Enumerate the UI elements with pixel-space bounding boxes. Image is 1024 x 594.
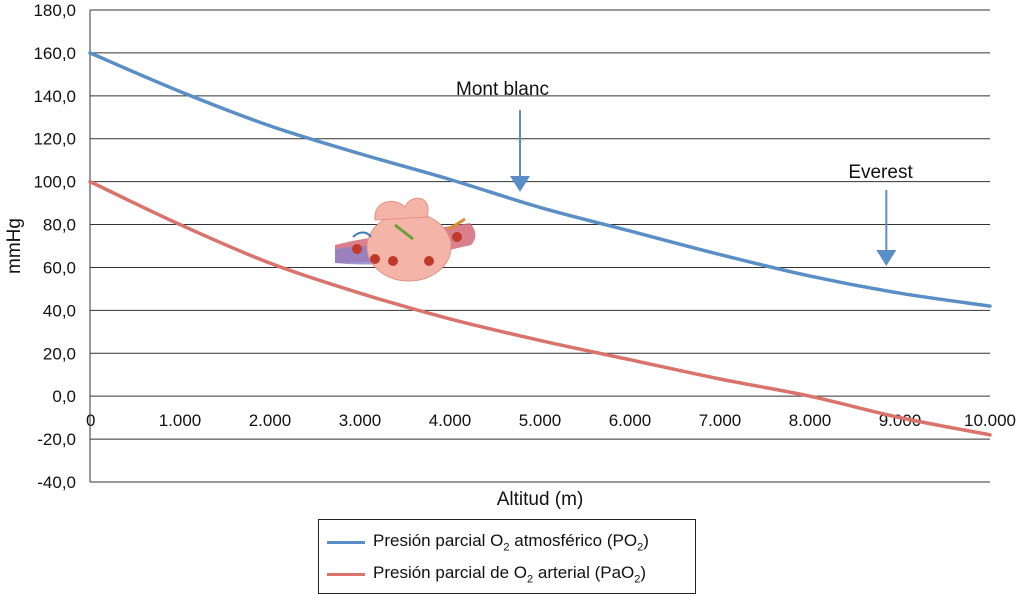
annotation-label: Everest	[848, 162, 913, 183]
line-chart: -40,0 -20,0 0,0 20,0 40,0 60,0 80,0 100,0 120,0 1…	[4, 1, 1016, 510]
chart-legend: Presión parcial O2 atmosférico (PO2) Pres…	[318, 519, 696, 594]
legend-item: Presión parcial de O2 arterial (PaO2)	[327, 562, 646, 586]
y-tick-label: 180,0	[33, 1, 76, 20]
y-tick-label: 40,0	[43, 301, 76, 320]
legend-label: Presión parcial O2 atmosférico (PO2)	[373, 530, 649, 554]
series-lines	[88, 51, 992, 437]
x-tick-label: 0	[86, 411, 95, 430]
x-tick-label: 1.000	[159, 411, 202, 430]
y-tick-label: 60,0	[43, 258, 76, 277]
y-tick-label: -40,0	[37, 473, 76, 492]
alveolus-illustration	[335, 197, 476, 282]
annotation-arrow-head	[876, 250, 897, 266]
legend-swatch	[327, 572, 365, 576]
y-tick-label: 100,0	[33, 173, 76, 192]
y-tick-labels: -40,0 -20,0 0,0 20,0 40,0 60,0 80,0 100,0 120,0 1…	[33, 1, 76, 492]
x-axis-title: Altitud (m)	[497, 489, 584, 510]
gridlines	[90, 9, 990, 483]
y-tick-label: 0,0	[52, 387, 76, 406]
x-tick-label: 2.000	[249, 411, 292, 430]
x-tick-label: 3.000	[339, 411, 382, 430]
legend-swatch	[327, 540, 365, 544]
annotations: Mont blanc Everest	[456, 79, 913, 266]
x-tick-label: 8.000	[789, 411, 832, 430]
x-tick-label: 4.000	[429, 411, 472, 430]
y-tick-label: 20,0	[43, 344, 76, 363]
y-tick-label: 80,0	[43, 216, 76, 235]
x-tick-label: 5.000	[519, 411, 562, 430]
series-line-1	[88, 51, 992, 308]
x-tick-label: 6.000	[609, 411, 652, 430]
legend-item: Presión parcial O2 atmosférico (PO2)	[327, 530, 649, 554]
y-tick-label: 120,0	[33, 130, 76, 149]
annotation-label: Mont blanc	[456, 79, 549, 100]
annotation-arrow-head	[510, 176, 530, 192]
y-tick-label: 160,0	[33, 44, 76, 63]
y-tick-label: 140,0	[33, 87, 76, 106]
x-tick-labels: 0 1.000 2.000 3.000 4.000 5.000 6.000 7.000 8.00…	[86, 411, 1016, 430]
legend-label: Presión parcial de O2 arterial (PaO2)	[373, 562, 647, 586]
y-axis-title: mmHg	[4, 218, 25, 274]
x-tick-label: 10.000	[964, 411, 1016, 430]
y-tick-label: -20,0	[37, 430, 76, 449]
series-line-2	[88, 179, 992, 437]
x-tick-label: 7.000	[699, 411, 742, 430]
